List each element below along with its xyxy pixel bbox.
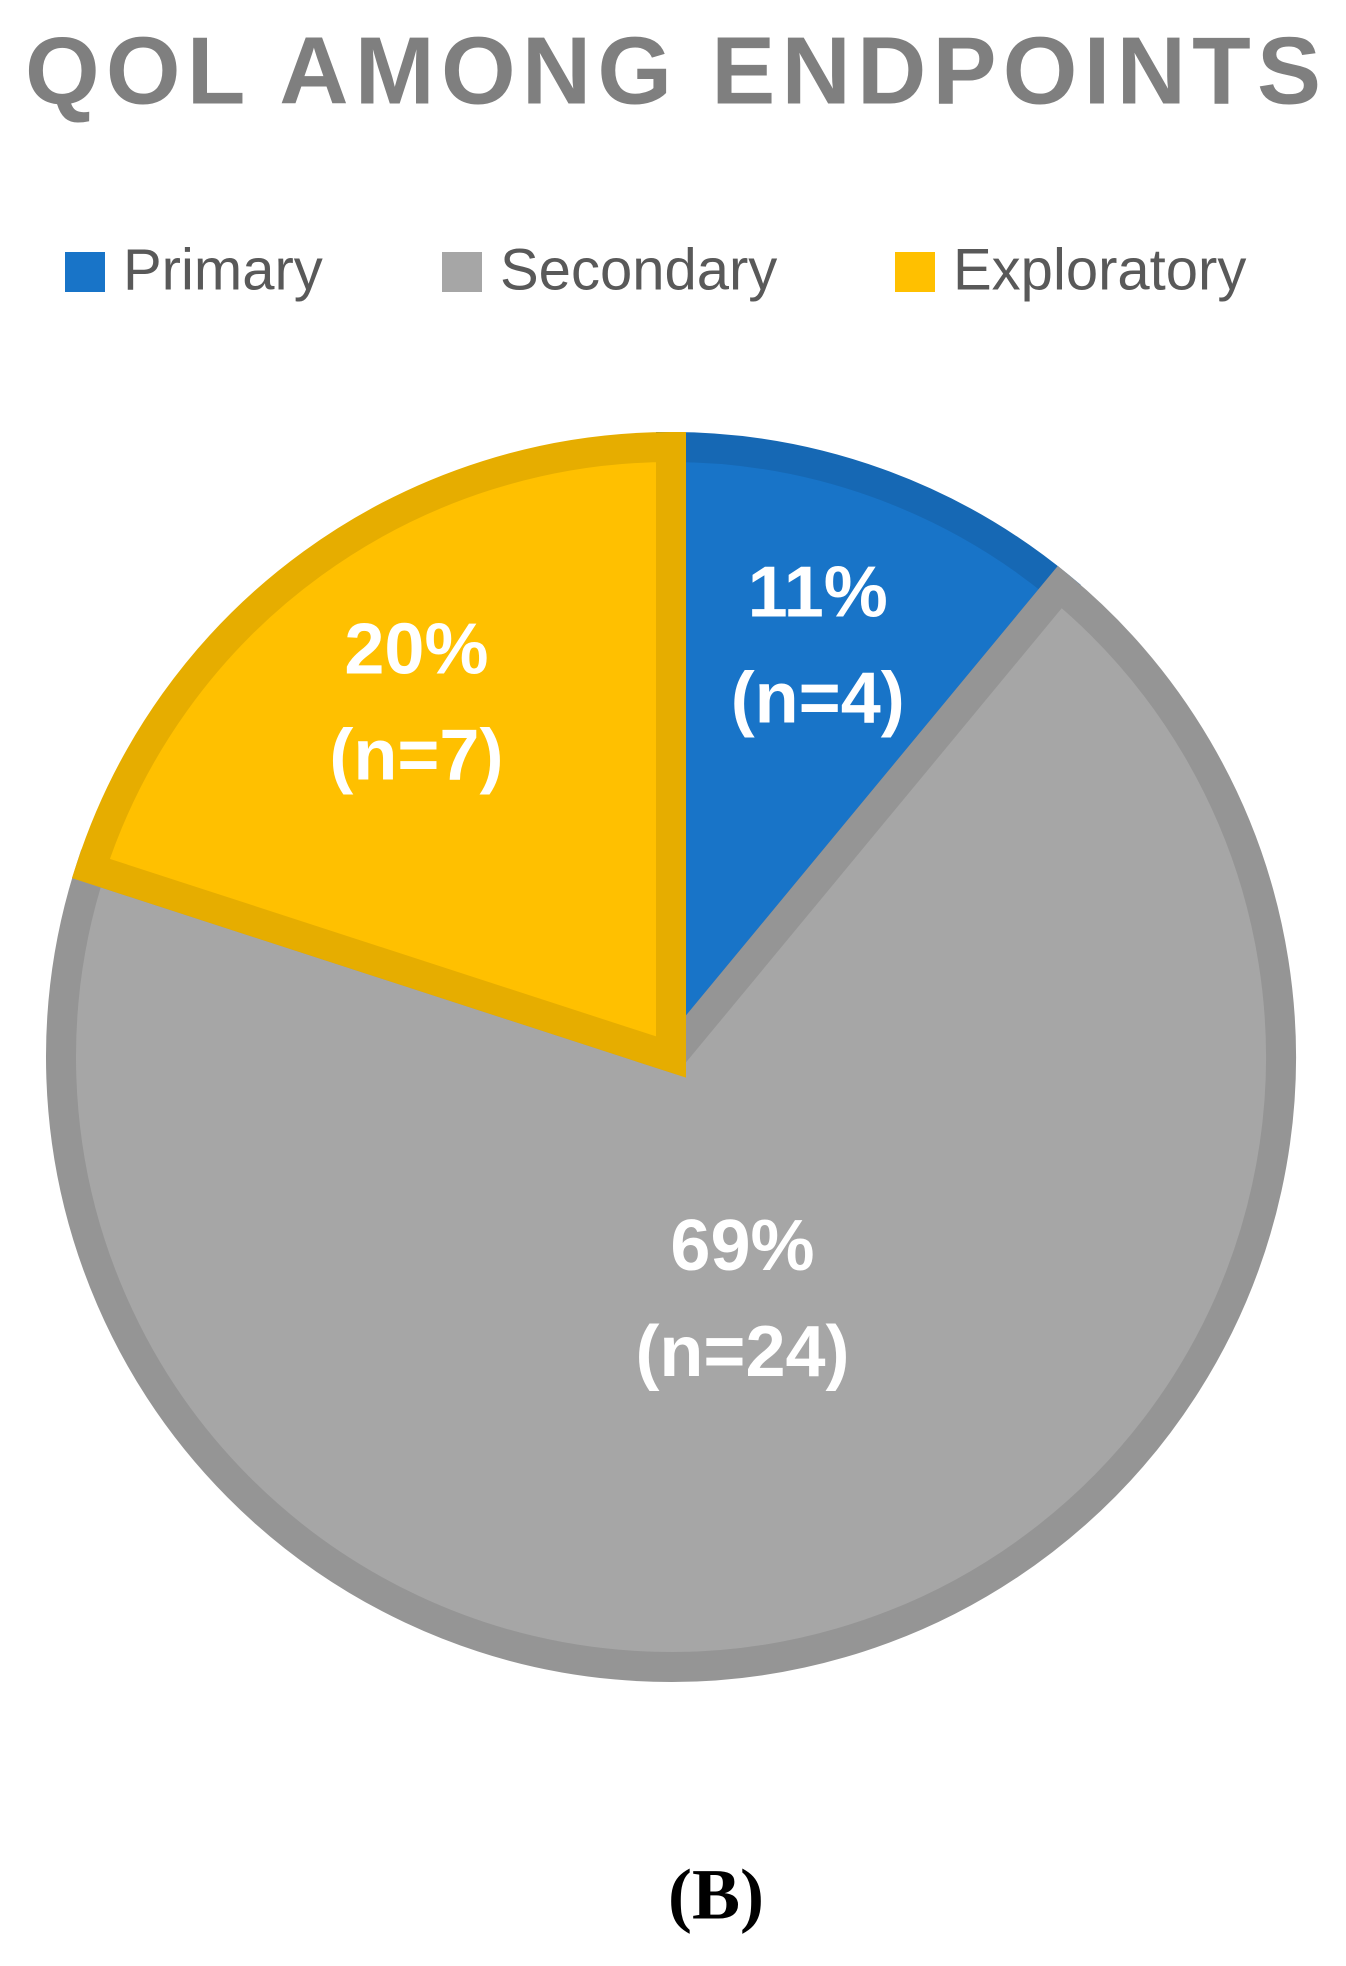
data-label: 20% — [344, 610, 488, 690]
legend-swatch — [65, 252, 105, 292]
count-label: (n=4) — [731, 659, 905, 739]
count-label: (n=24) — [635, 1312, 849, 1392]
data-label: 69% — [670, 1206, 814, 1286]
legend-swatch — [895, 252, 935, 292]
caption: (B) — [668, 1855, 764, 1935]
pie-slice — [71, 431, 686, 1078]
legend-swatch — [442, 252, 482, 292]
data-label: 11% — [748, 553, 888, 633]
legend-label: Secondary — [500, 237, 777, 302]
pie-slice — [46, 565, 1296, 1682]
chart-title: QOL AMONG ENDPOINTS — [25, 17, 1321, 124]
count-label: (n=7) — [329, 716, 503, 796]
pie-slice — [656, 431, 1081, 1099]
legend-label: Primary — [123, 237, 323, 302]
legend-label: Exploratory — [953, 237, 1246, 302]
